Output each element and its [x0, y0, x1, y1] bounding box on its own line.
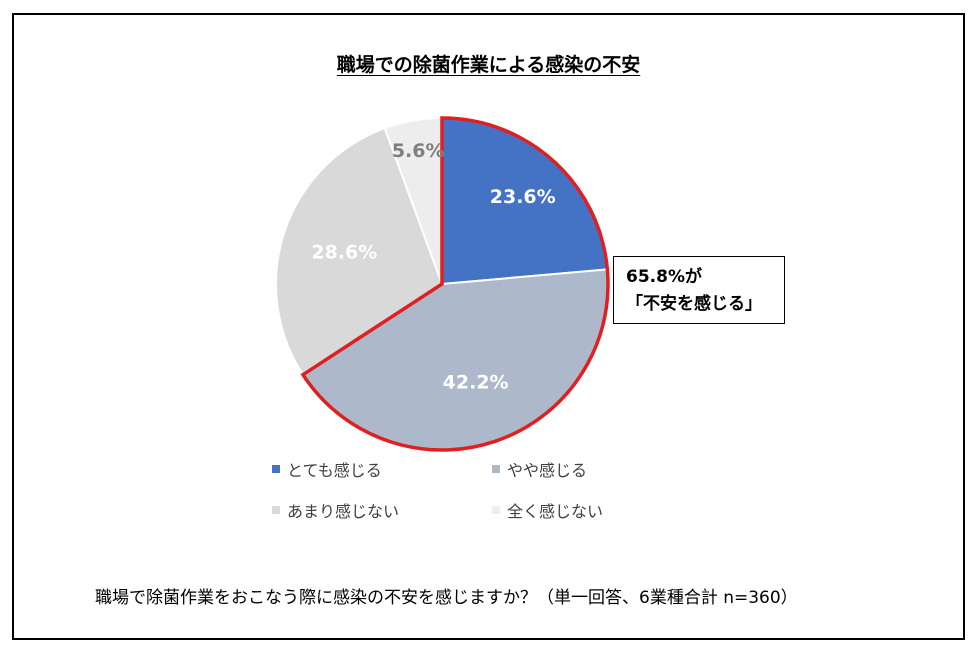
legend-label-not-at-all: 全く感じない: [507, 502, 604, 521]
callout-line2: 「不安を感じる」: [626, 294, 762, 314]
callout-line1: 65.8%が: [626, 267, 702, 287]
callout-box: 65.8%が 「不安を感じる」: [613, 256, 785, 324]
data-label-not-much: 28.6%: [311, 242, 377, 264]
chart-title-text: 職場での除菌作業による感染の不安: [336, 54, 641, 76]
legend-swatch-very: [272, 465, 280, 473]
anxious-highlight-outline: [300, 116, 610, 452]
legend-item-not-much: あまり感じない: [272, 498, 399, 522]
legend-item-somewhat: やや感じる: [492, 457, 587, 481]
chart-title: 職場での除菌作業による感染の不安: [0, 50, 977, 77]
data-label-not-at-all: 5.6%: [392, 140, 445, 162]
legend-swatch-not-at-all: [492, 506, 500, 514]
legend-swatch-somewhat: [492, 465, 500, 473]
question-footnote: 職場で除菌作業をおこなう際に感染の不安を感じますか？（単一回答、6業種合計 n=…: [95, 588, 798, 608]
data-label-very: 23.6%: [490, 186, 556, 208]
legend-swatch-not-much: [272, 506, 280, 514]
legend-item-not-at-all: 全く感じない: [492, 498, 603, 522]
legend-item-very: とても感じる: [272, 457, 382, 481]
slice-not-much: [275, 126, 444, 377]
data-label-somewhat: 42.2%: [443, 371, 509, 393]
legend-label-not-much: あまり感じない: [287, 502, 400, 521]
legend-label-very: とても感じる: [287, 461, 382, 480]
legend-label-somewhat: やや感じる: [507, 461, 588, 480]
